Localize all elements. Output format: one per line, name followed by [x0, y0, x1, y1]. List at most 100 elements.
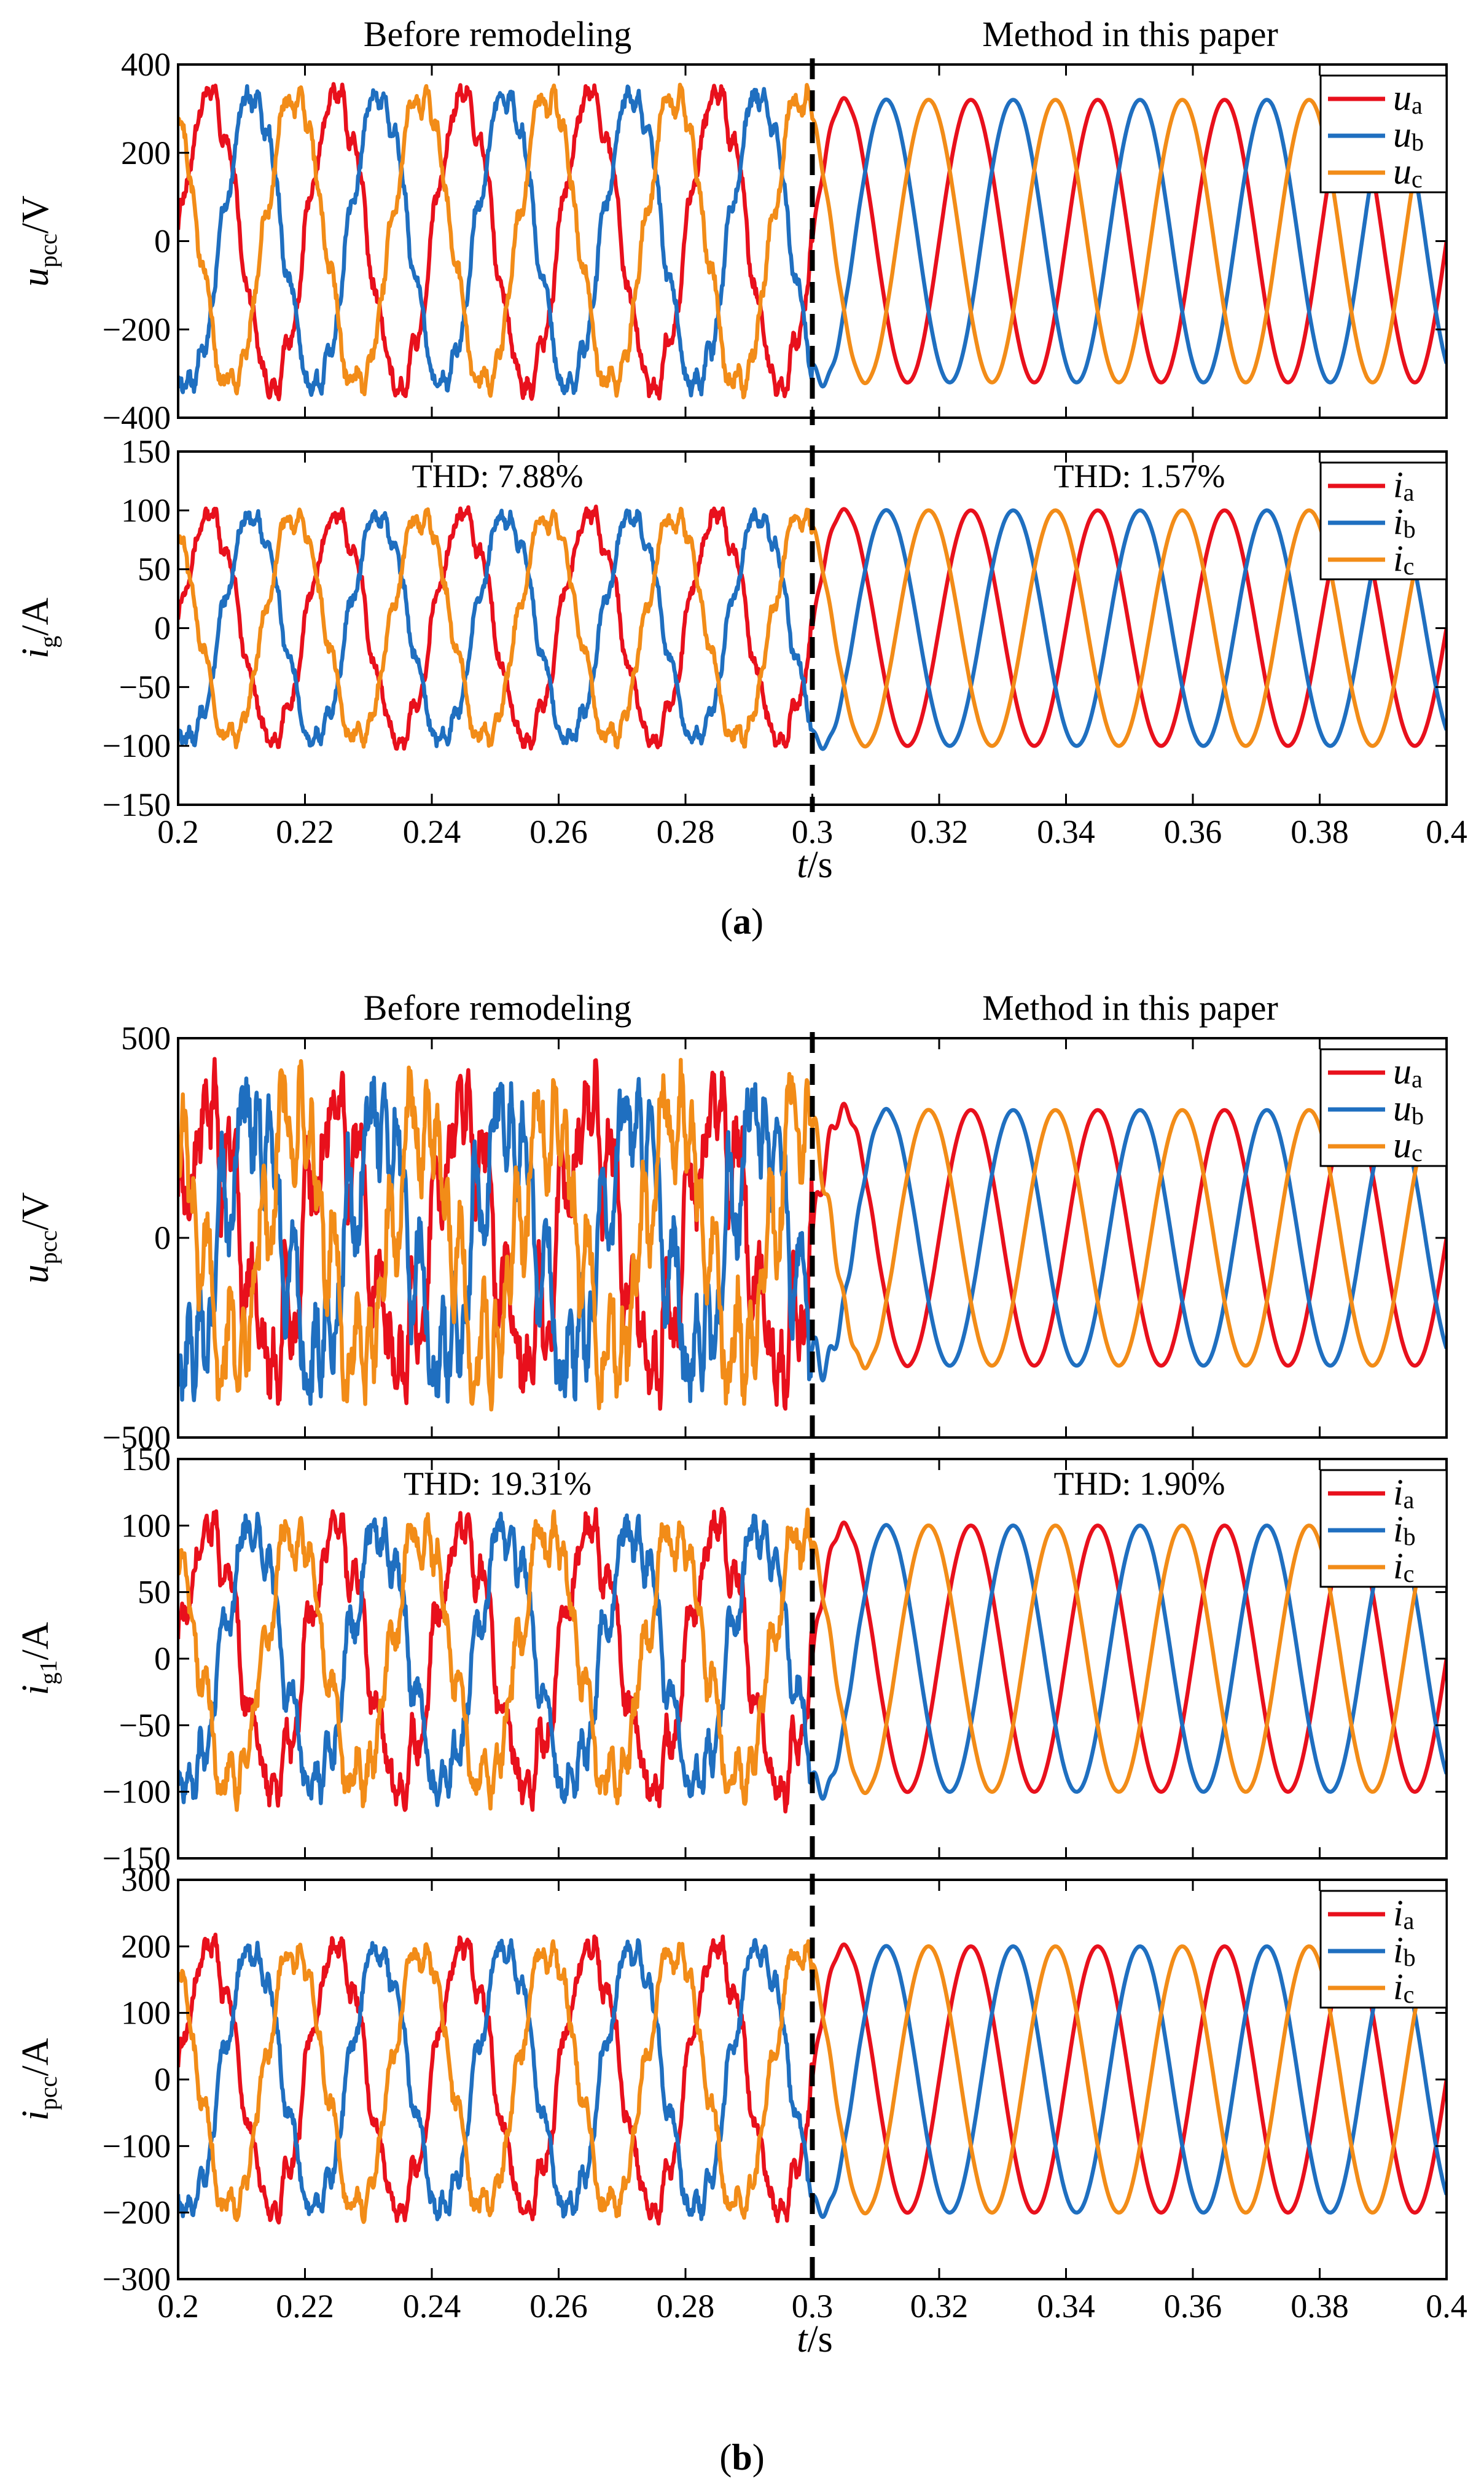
legend-label-b: ib	[1393, 1930, 1416, 1971]
y-tick-label: 150	[121, 433, 171, 470]
y-tick-label: −50	[119, 1707, 171, 1743]
legend-symbol: i	[1393, 1509, 1404, 1549]
caption-paren: (	[719, 2437, 732, 2478]
legend-label-c: ic	[1393, 1546, 1414, 1587]
legend-subscript: b	[1404, 1944, 1416, 1971]
legend-symbol: i	[1393, 501, 1404, 542]
y-tick-label: 500	[121, 1020, 171, 1057]
legend-symbol: i	[1393, 1893, 1404, 1933]
y-tick-label: 0	[154, 610, 171, 647]
y-axis-symbol: u	[15, 1264, 57, 1283]
y-tick-label: −150	[103, 786, 171, 823]
x-tick-label: 0.32	[910, 813, 969, 850]
legend-symbol: i	[1393, 1966, 1404, 2007]
y-axis-label: upcc/V	[15, 1192, 62, 1284]
legend-subscript: c	[1412, 1139, 1423, 1167]
legend-symbol: u	[1393, 77, 1412, 118]
y-axis-subscript: pcc	[34, 233, 62, 268]
y-tick-label: −500	[103, 1419, 171, 1456]
y-tick-label: −100	[103, 2127, 171, 2164]
legend-label-b: ub	[1393, 1088, 1424, 1130]
x-tick-label: 0.3	[792, 2288, 834, 2325]
x-tick-label: 0.26	[529, 2288, 588, 2325]
y-tick-label: −150	[103, 1840, 171, 1877]
y-tick-label: 150	[121, 1441, 171, 1477]
x-tick-label: 0.2	[157, 2288, 199, 2325]
legend-symbol: i	[1393, 464, 1404, 505]
y-axis-label: ipcc/A	[15, 2038, 62, 2121]
legend-subscript: b	[1404, 1523, 1416, 1551]
legend-symbol: u	[1393, 1051, 1412, 1092]
y-tick-label: −50	[119, 668, 171, 705]
x-tick-label: 0.34	[1037, 813, 1095, 850]
legend-label-a: ia	[1393, 464, 1415, 506]
y-axis-symbol: i	[15, 648, 57, 659]
x-axis-label: t/s	[797, 2318, 833, 2360]
series-ia	[178, 504, 1447, 751]
legend-label-c: uc	[1393, 1125, 1423, 1167]
legend-symbol: u	[1393, 1088, 1412, 1129]
x-tick-label: 0.4	[1426, 813, 1467, 850]
series-uc	[178, 82, 1447, 400]
legend-subscript: a	[1404, 1486, 1415, 1514]
title-method-in-this-paper: Method in this paper	[982, 988, 1278, 1028]
title-method-in-this-paper: Method in this paper	[982, 14, 1278, 54]
y-axis-symbol: u	[15, 268, 57, 287]
x-tick-label: 0.24	[403, 813, 461, 850]
x-axis-symbol: t	[797, 2318, 808, 2360]
y-tick-label: 300	[121, 1861, 171, 1898]
legend-label-b: ib	[1393, 501, 1416, 543]
x-tick-label: 0.4	[1426, 2288, 1467, 2325]
caption-paren: )	[752, 2437, 765, 2478]
legend-label-b: ub	[1393, 114, 1424, 156]
legend-label-c: ic	[1393, 538, 1414, 580]
x-tick-label: 0.36	[1164, 2288, 1222, 2325]
x-tick-label: 0.38	[1291, 2288, 1349, 2325]
y-tick-label: −200	[103, 311, 171, 348]
x-tick-label: 0.36	[1164, 813, 1222, 850]
y-tick-label: −100	[103, 1774, 171, 1810]
legend-subscript: c	[1404, 552, 1415, 580]
y-tick-label: 100	[121, 1507, 171, 1544]
legend-symbol: i	[1393, 1930, 1404, 1970]
x-tick-label: 0.34	[1037, 2288, 1095, 2325]
y-axis-unit: /V	[15, 1192, 57, 1230]
legend-symbol: u	[1393, 114, 1412, 155]
y-tick-label: 200	[121, 1928, 171, 1965]
legend-subscript: c	[1404, 1560, 1415, 1587]
title-before-remodeling: Before remodeling	[364, 988, 631, 1028]
y-axis-subscript: g	[34, 636, 62, 648]
y-axis-unit: /A	[15, 1622, 57, 1660]
x-axis-unit: /s	[807, 2318, 832, 2360]
x-tick-label: 0.26	[529, 813, 588, 850]
y-tick-label: 100	[121, 1995, 171, 2032]
y-tick-label: 0	[154, 223, 171, 260]
y-axis-symbol: i	[15, 1684, 57, 1695]
legend-symbol: i	[1393, 1472, 1404, 1512]
legend-subscript: a	[1404, 1907, 1415, 1934]
caption-letter: b	[732, 2437, 752, 2478]
x-tick-label: 0.2	[157, 813, 199, 850]
legend-label-b: ib	[1393, 1509, 1416, 1551]
x-tick-label: 0.22	[276, 2288, 334, 2325]
x-tick-label: 0.28	[657, 2288, 715, 2325]
y-tick-label: 50	[138, 1574, 171, 1611]
y-tick-label: −100	[103, 727, 171, 764]
legend-label-a: ua	[1393, 77, 1423, 119]
legend-subscript: a	[1404, 479, 1415, 506]
legend-subscript: c	[1412, 165, 1423, 193]
series-ua	[178, 82, 1447, 402]
legend-subscript: c	[1404, 1981, 1415, 2008]
y-tick-label: −200	[103, 2194, 171, 2231]
y-tick-label: 400	[121, 46, 171, 83]
y-axis-subscript: pcc	[34, 2076, 62, 2111]
x-tick-label: 0.24	[403, 2288, 461, 2325]
y-tick-label: 100	[121, 492, 171, 529]
y-axis-unit: /V	[15, 195, 57, 233]
legend-subscript: b	[1404, 515, 1416, 543]
legend-label-c: uc	[1393, 151, 1423, 193]
